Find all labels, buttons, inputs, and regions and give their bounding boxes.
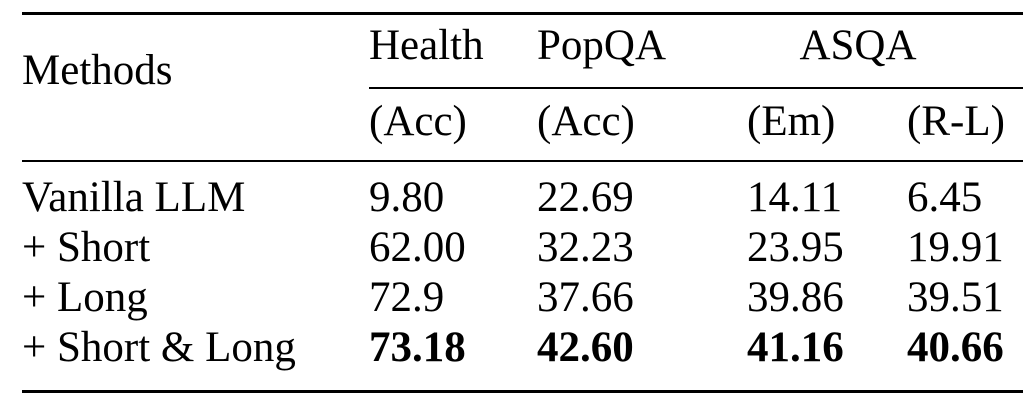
table-header: Methods Health PopQA ASQA (Acc) (Acc) (E… <box>22 15 1023 162</box>
value-cell: 14.11 <box>747 174 843 221</box>
value-cell: 39.51 <box>907 274 1004 321</box>
method-cell: + Short <box>22 224 151 271</box>
method-cell: Vanilla LLM <box>22 174 246 221</box>
method-cell: + Long <box>22 274 148 321</box>
value-cell: 19.91 <box>907 224 1004 271</box>
value-cell: 41.16 <box>747 324 844 371</box>
column-subheader-popqa-acc: (Acc) <box>537 87 747 160</box>
value-cell: 42.60 <box>537 324 634 371</box>
column-subheader-health-acc: (Acc) <box>369 87 537 160</box>
value-cell: 22.69 <box>537 174 634 221</box>
column-subheader-asqa-em: (Em) <box>747 87 907 160</box>
value-cell: 40.66 <box>907 324 1004 371</box>
column-group-health: Health <box>369 22 484 69</box>
value-cell: 62.00 <box>369 224 466 271</box>
column-header-methods: Methods <box>22 47 173 94</box>
column-subheader-asqa-rl: (R-L) <box>907 87 1023 160</box>
value-cell: 37.66 <box>537 274 634 321</box>
value-cell: 39.86 <box>747 274 844 321</box>
value-cell: 72.9 <box>369 274 445 321</box>
value-cell: 73.18 <box>369 324 466 371</box>
value-cell: 32.23 <box>537 224 634 271</box>
value-cell: 6.45 <box>907 174 983 221</box>
column-group-popqa: PopQA <box>537 22 667 69</box>
value-cell: 23.95 <box>747 224 844 271</box>
method-cell: + Short & Long <box>22 324 296 371</box>
value-cell: 9.80 <box>369 174 445 221</box>
results-table: Methods Health PopQA ASQA (Acc) (Acc) (E… <box>22 12 1023 393</box>
table-body: Vanilla LLM 9.80 22.69 14.11 6.45 + Short 62.0… <box>22 162 1023 390</box>
column-group-asqa: ASQA <box>799 22 917 69</box>
